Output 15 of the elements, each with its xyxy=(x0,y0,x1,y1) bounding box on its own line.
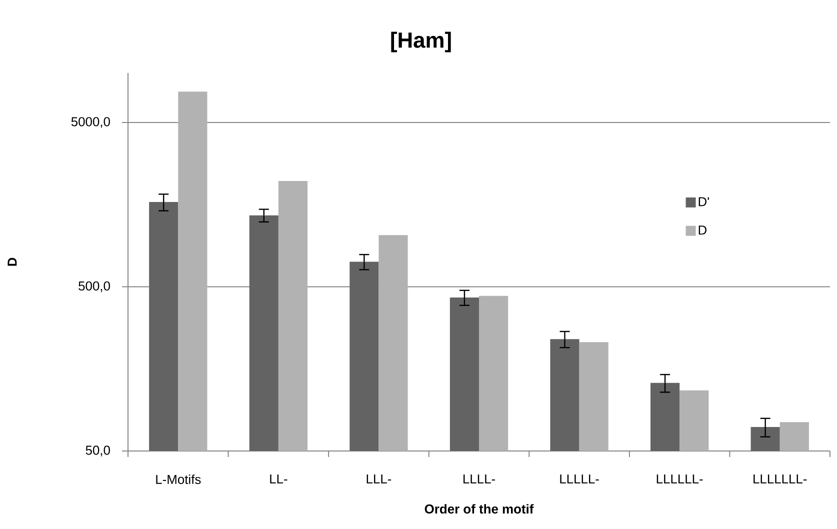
y-tick-label: 5000,0 xyxy=(71,117,110,128)
x-tick-label: L-Motifs xyxy=(156,474,201,484)
legend-label: D' xyxy=(698,197,709,206)
legend-label: D xyxy=(698,226,706,235)
x-tick-label: LLLLL- xyxy=(560,474,599,484)
x-tick-label: LLLL- xyxy=(464,474,495,484)
x-axis-title: Order of the motif xyxy=(424,504,534,514)
x-tick-label: LLLLLL- xyxy=(656,474,703,484)
x-tick-label: LLL- xyxy=(366,474,392,484)
y-axis-title: D xyxy=(8,258,17,266)
x-tick-label: LL- xyxy=(270,474,288,484)
chart-title: [Ham] xyxy=(391,32,451,52)
y-tick-label: 50,0 xyxy=(86,446,110,456)
x-tick-label: LLLLLLL- xyxy=(754,474,807,484)
y-tick-label: 500,0 xyxy=(78,281,110,292)
